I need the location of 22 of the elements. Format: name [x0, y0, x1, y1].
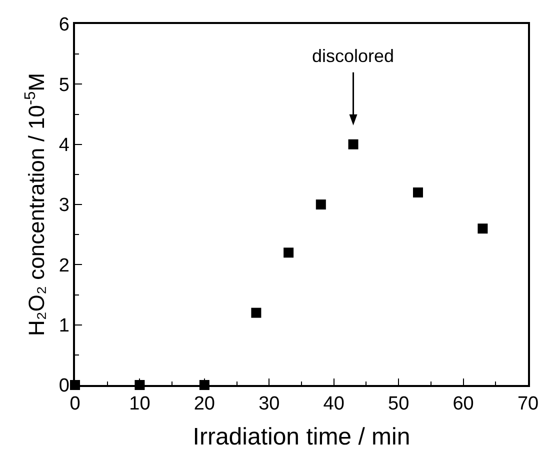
x-tick-label: 30 [258, 394, 280, 415]
point [284, 248, 294, 258]
point [316, 200, 326, 210]
y-tick-label: 4 [58, 134, 70, 156]
y-tick-label: 2 [58, 255, 70, 276]
y-tick-label: 6 [58, 14, 70, 36]
x-tick-label: 60 [452, 394, 474, 415]
point [348, 139, 358, 150]
annotation: discolored [312, 46, 394, 66]
x-tick-label: 40 [323, 394, 344, 415]
y-tick-label: 1 [58, 315, 70, 336]
point [412, 187, 423, 198]
x-tick-label: 10 [129, 394, 150, 415]
x-tick-label: 50 [388, 394, 410, 415]
y-tick-label: 0 [58, 376, 70, 397]
x-axis-title: Irradiation time / min [192, 423, 410, 450]
y-tick-label: 3 [58, 195, 70, 216]
point [251, 308, 262, 318]
y-tick-label: 5 [58, 74, 70, 96]
x-tick-label: 70 [517, 394, 539, 415]
x-tick-label: 20 [194, 394, 215, 415]
point [478, 224, 488, 234]
